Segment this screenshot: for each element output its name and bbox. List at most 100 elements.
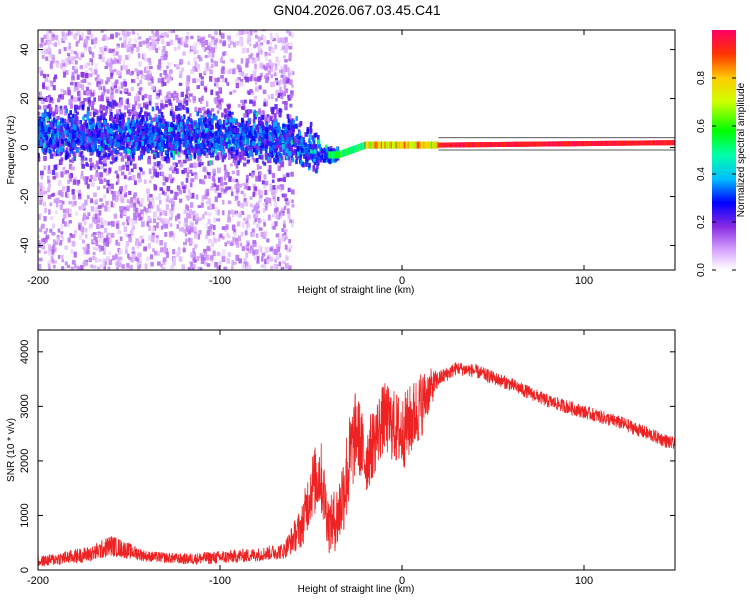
noise-cell <box>85 261 88 266</box>
band-cell <box>201 129 205 135</box>
band-cell <box>274 159 278 165</box>
band-cell <box>128 129 132 135</box>
noise-cell <box>277 37 281 44</box>
noise-cell <box>59 204 63 210</box>
noise-cell <box>106 234 109 239</box>
band-cell <box>171 144 174 150</box>
noise-cell <box>252 241 257 248</box>
band-cell <box>187 131 191 137</box>
band-cell <box>281 134 284 140</box>
noise-cell <box>241 102 246 109</box>
noise-cell <box>262 219 266 225</box>
noise-cell <box>290 222 294 228</box>
noise-cell <box>170 264 174 270</box>
band-cell <box>241 127 244 133</box>
band-cell <box>254 133 258 138</box>
noise-cell <box>64 245 68 250</box>
band-cell <box>179 121 183 127</box>
noise-cell <box>218 104 222 110</box>
noise-cell <box>275 90 279 96</box>
noise-cell <box>224 172 228 179</box>
noise-cell <box>119 205 123 212</box>
band-cell <box>151 106 155 112</box>
noise-cell <box>236 64 240 70</box>
noise-cell <box>198 229 202 235</box>
noise-cell <box>140 214 144 220</box>
noise-cell <box>99 46 104 53</box>
band-cell <box>80 143 84 149</box>
band-cell <box>311 135 315 141</box>
noise-cell <box>158 133 162 138</box>
noise-cell <box>143 53 147 58</box>
band-cell <box>298 146 302 152</box>
noise-cell <box>49 228 53 233</box>
noise-cell <box>51 98 55 104</box>
noise-cell <box>223 188 227 193</box>
noise-cell <box>151 200 155 204</box>
noise-cell <box>205 62 209 68</box>
noise-cell <box>111 220 115 227</box>
band-cell <box>305 131 309 137</box>
band-cell <box>216 137 220 143</box>
noise-cell <box>164 210 168 217</box>
noise-cell <box>192 66 195 72</box>
noise-cell <box>257 44 261 51</box>
band-cell <box>246 127 249 133</box>
noise-cell <box>109 238 113 243</box>
noise-cell <box>88 157 93 163</box>
noise-cell <box>88 46 92 53</box>
band-cell <box>90 121 94 127</box>
noise-cell <box>184 39 189 43</box>
noise-cell <box>280 266 285 270</box>
band-cell <box>138 141 142 147</box>
band-cell <box>200 121 204 127</box>
noise-cell <box>246 159 251 163</box>
noise-cell <box>84 199 88 206</box>
noise-cell <box>265 197 269 203</box>
noise-cell <box>237 151 242 158</box>
noise-cell <box>112 194 116 201</box>
noise-cell <box>71 189 75 195</box>
band-cell <box>204 121 207 127</box>
noise-cell <box>285 235 288 240</box>
noise-cell <box>177 45 181 50</box>
noise-cell <box>284 47 288 54</box>
noise-cell <box>152 211 157 218</box>
noise-cell <box>197 64 200 70</box>
noise-cell <box>186 195 190 201</box>
band-cell <box>202 144 206 150</box>
band-cell <box>214 149 218 154</box>
noise-cell <box>85 91 90 96</box>
noise-cell <box>193 57 197 63</box>
noise-cell <box>215 82 219 88</box>
band-cell <box>157 128 160 134</box>
band-cell <box>102 132 106 137</box>
noise-cell <box>87 212 91 217</box>
noise-cell <box>238 30 243 36</box>
noise-cell <box>65 57 69 63</box>
noise-cell <box>79 101 83 108</box>
noise-cell <box>133 197 138 204</box>
noise-cell <box>223 164 227 171</box>
band-cell <box>47 124 50 130</box>
noise-cell <box>110 98 113 105</box>
noise-cell <box>160 56 164 61</box>
noise-cell <box>102 157 107 163</box>
noise-cell <box>89 150 92 156</box>
band-cell <box>170 131 174 137</box>
noise-cell <box>256 210 261 214</box>
band-cell <box>142 148 146 154</box>
noise-cell <box>89 58 93 63</box>
noise-cell <box>47 165 51 171</box>
noise-cell <box>183 209 188 214</box>
noise-cell <box>272 37 276 42</box>
band-cell <box>187 116 190 122</box>
noise-cell <box>156 37 160 41</box>
noise-cell <box>166 252 169 258</box>
noise-cell <box>112 255 116 261</box>
noise-cell <box>181 226 185 232</box>
noise-cell <box>72 179 77 185</box>
noise-cell <box>173 90 177 95</box>
noise-cell <box>190 178 195 183</box>
noise-cell <box>68 42 71 49</box>
